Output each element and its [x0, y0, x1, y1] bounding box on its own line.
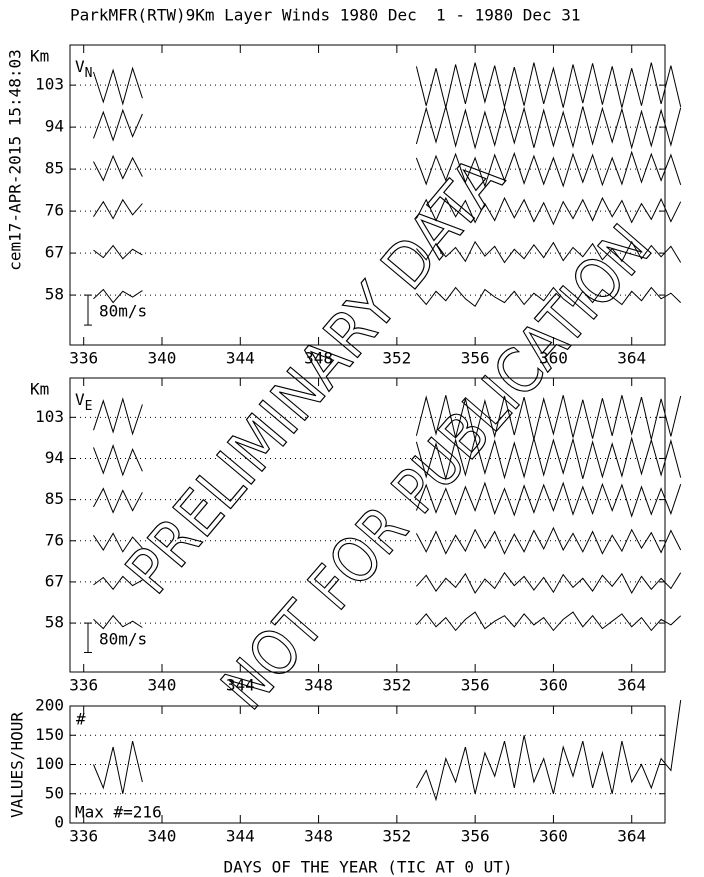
data-line	[93, 700, 682, 802]
x-tick-label: 352	[382, 349, 411, 368]
y-tick-label: 150	[35, 725, 64, 744]
x-tick-label: 348	[304, 349, 333, 368]
component-label: VE	[75, 390, 92, 414]
data-line	[93, 240, 682, 264]
component-subscript: N	[85, 66, 93, 81]
data-line	[93, 286, 682, 308]
y-axis-label: VALUES/HOUR	[8, 712, 27, 818]
y-tick-label: 100	[35, 754, 64, 773]
y-tick-label: 76	[45, 201, 64, 220]
component-letter: V	[75, 390, 85, 409]
y-tick-label: 200	[35, 696, 64, 715]
chart-title: ParkMFR(RTW)9Km Layer Winds 1980 Dec 1 -…	[70, 6, 581, 25]
x-tick-label: 364	[617, 827, 646, 846]
x-tick-label: 352	[382, 827, 411, 846]
y-tick-label: 103	[35, 75, 64, 94]
data-line	[93, 395, 682, 440]
x-tick-label: 336	[69, 827, 98, 846]
y-tick-label: 94	[45, 448, 64, 467]
data-line	[93, 196, 682, 226]
x-tick-label: 336	[69, 676, 98, 695]
x-tick-label: 356	[461, 827, 490, 846]
x-tick-label: 364	[617, 676, 646, 695]
annotation: #	[76, 710, 86, 729]
y-tick-label: 58	[45, 613, 64, 632]
x-tick-label: 344	[226, 676, 255, 695]
data-line	[93, 62, 682, 108]
x-tick-label: 348	[304, 676, 333, 695]
component-letter: V	[75, 57, 85, 76]
x-tick-label: 340	[148, 827, 177, 846]
y-tick-label: 0	[54, 813, 64, 832]
x-tick-label: 356	[461, 676, 490, 695]
max-label: Max #=216	[75, 803, 162, 822]
x-tick-label: 336	[69, 349, 98, 368]
x-axis-label: DAYS OF THE YEAR (TIC AT 0 UT)	[224, 858, 513, 877]
x-tick-label: 356	[461, 349, 490, 368]
data-line	[93, 150, 682, 188]
data-line	[93, 571, 682, 595]
y-tick-label: 67	[45, 571, 64, 590]
x-tick-label: 344	[226, 827, 255, 846]
scale-bar-label: 80m/s	[99, 302, 147, 321]
y-tick-label: 85	[45, 489, 64, 508]
y-tick-label: 76	[45, 530, 64, 549]
data-line	[93, 481, 682, 518]
component-subscript: E	[85, 399, 93, 414]
unit-label: Km	[30, 380, 49, 399]
x-tick-label: 360	[539, 827, 568, 846]
x-tick-label: 340	[148, 676, 177, 695]
y-tick-label: 50	[45, 783, 64, 802]
x-tick-label: 340	[148, 349, 177, 368]
x-tick-label: 360	[539, 676, 568, 695]
x-tick-label: 348	[304, 827, 333, 846]
y-tick-label: 67	[45, 243, 64, 262]
x-tick-label: 344	[226, 349, 255, 368]
component-label: VN	[75, 57, 92, 81]
y-tick-label: 103	[35, 407, 64, 426]
plot-frame	[69, 377, 666, 673]
scale-bar-label: 80m/s	[99, 629, 147, 648]
data-line	[93, 526, 682, 555]
y-tick-label: 85	[45, 159, 64, 178]
unit-label: Km	[30, 47, 49, 66]
data-line	[93, 104, 682, 150]
x-tick-label: 360	[539, 349, 568, 368]
y-tick-label: 58	[45, 285, 64, 304]
data-line	[93, 436, 682, 481]
plot-frame	[69, 44, 666, 346]
side-label: cem17-APR-2015 15:48:03	[6, 49, 25, 271]
data-line	[93, 611, 682, 632]
x-tick-label: 364	[617, 349, 646, 368]
y-tick-label: 94	[45, 117, 64, 136]
x-tick-label: 352	[382, 676, 411, 695]
